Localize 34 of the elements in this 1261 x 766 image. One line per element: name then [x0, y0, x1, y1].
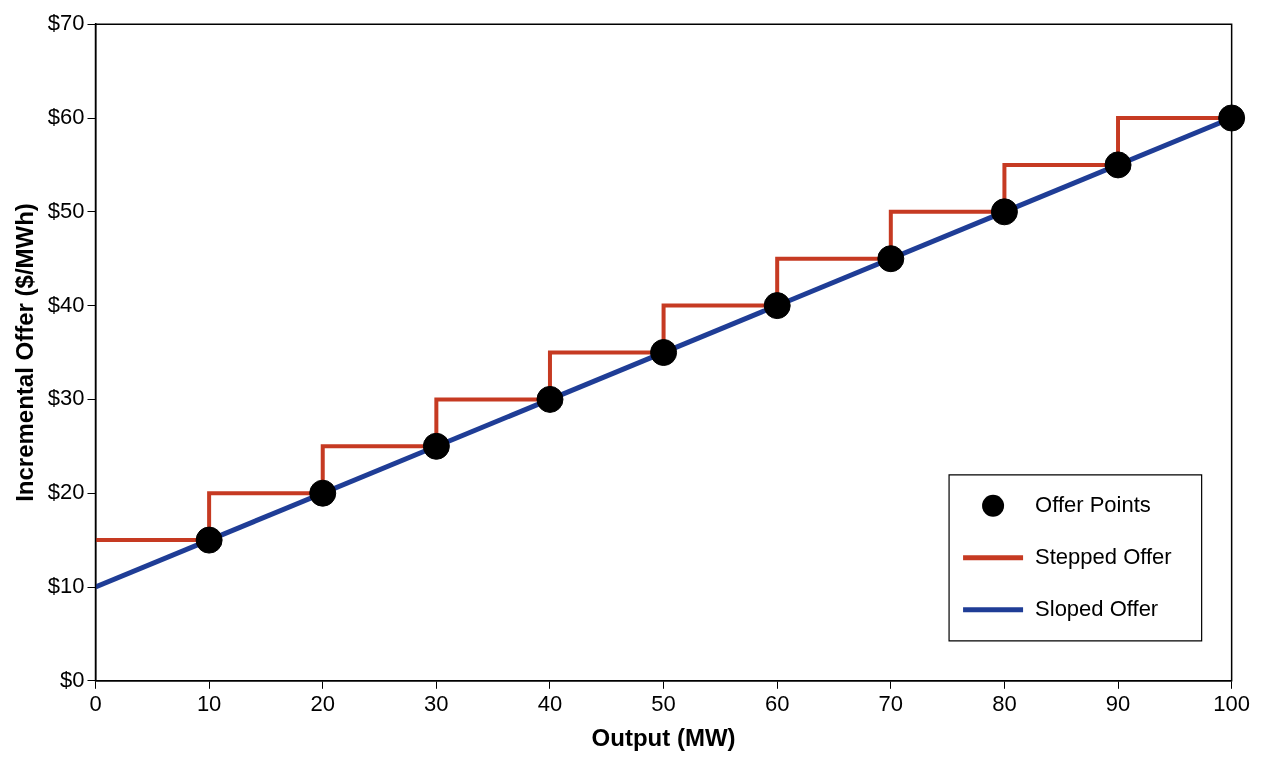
point [536, 385, 564, 413]
point [877, 245, 905, 273]
point [1218, 104, 1246, 132]
y-tick-label: $40 [47, 291, 85, 317]
x-tick-label: 70 [878, 691, 904, 717]
y-tick-label: $60 [47, 104, 85, 130]
x-tick-label: 80 [992, 691, 1017, 717]
x-tick-label: 40 [537, 691, 563, 717]
y-tick-label: $30 [47, 385, 85, 411]
x-tick-label: 50 [651, 691, 676, 717]
y-tick-label: $70 [47, 10, 85, 36]
legend-label: Stepped Offer [1035, 543, 1172, 569]
x-axis-title: Output (MW) [591, 724, 736, 752]
x-tick-label: 90 [1105, 691, 1131, 717]
legend-label: Sloped Offer [1035, 595, 1159, 621]
x-tick-label: 10 [196, 691, 222, 717]
point [1104, 151, 1132, 179]
legend-label: Offer Points [1035, 491, 1151, 517]
y-tick-label: $10 [47, 573, 85, 599]
x-tick-label: 60 [764, 691, 790, 717]
point [195, 526, 223, 554]
y-tick-label: $50 [47, 197, 85, 223]
point [309, 479, 337, 507]
x-tick-label: 20 [310, 691, 335, 717]
x-tick-label: 30 [424, 691, 449, 717]
y-axis-title: Incremental Offer ($/MWh) [11, 203, 39, 502]
point [650, 339, 678, 366]
point [422, 432, 450, 460]
point [763, 292, 791, 320]
x-tick-label: 0 [89, 691, 102, 717]
y-tick-label: $0 [60, 666, 85, 692]
y-tick-label: $20 [47, 479, 85, 505]
x-tick-label: 100 [1213, 691, 1251, 717]
point [990, 198, 1018, 226]
